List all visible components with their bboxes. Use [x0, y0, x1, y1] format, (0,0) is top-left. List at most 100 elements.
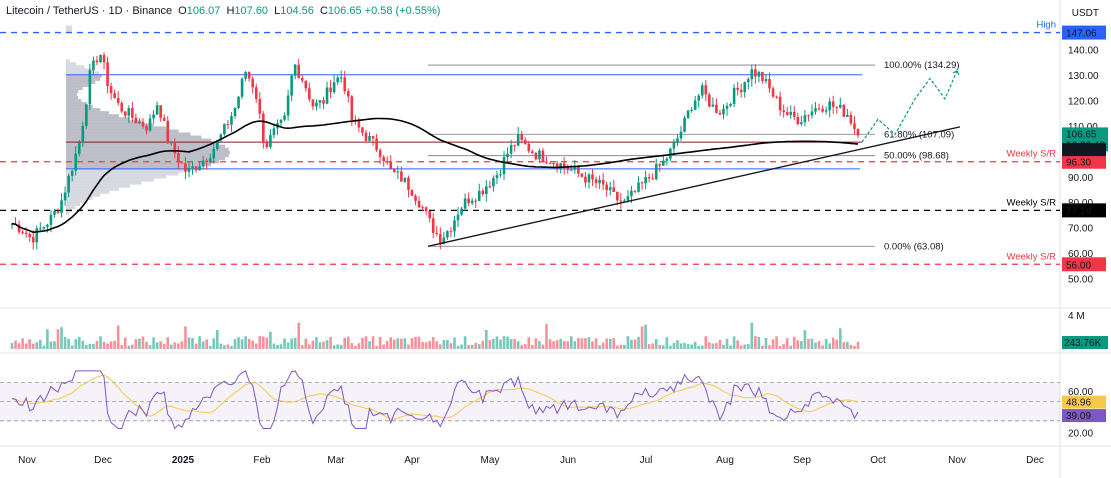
volume-bar — [686, 344, 690, 349]
level-label: High — [1036, 20, 1056, 31]
volume-profile-bar — [66, 187, 120, 191]
volume-bar — [746, 344, 750, 349]
volume-bar — [414, 336, 417, 349]
candle-body — [85, 104, 88, 126]
volume-bar — [123, 337, 127, 349]
volume-bar — [286, 342, 290, 349]
volume-bar — [502, 336, 506, 349]
candle-body — [690, 109, 693, 111]
candle-body — [233, 107, 237, 117]
candle-body — [350, 96, 354, 120]
volume-bar — [647, 344, 651, 349]
candle-body — [269, 135, 272, 147]
candle-body — [672, 142, 676, 149]
volume-profile-bar — [66, 68, 93, 72]
volume-bar — [771, 339, 775, 349]
volume-bar — [233, 339, 237, 349]
candle-body — [145, 126, 148, 131]
volume-bar — [10, 343, 14, 349]
candle-body — [587, 174, 591, 183]
volume-bar — [258, 336, 262, 349]
volume-bar — [757, 336, 761, 349]
volume-profile-bar — [66, 190, 110, 194]
volume-value-box — [1062, 336, 1108, 349]
candle-body — [286, 95, 290, 116]
candle-body — [700, 85, 704, 96]
candle-body — [109, 86, 113, 94]
candle-body — [839, 104, 842, 108]
candle-body — [662, 160, 665, 166]
price-tick: 140.00 — [1068, 46, 1099, 57]
volume-bar — [223, 345, 226, 349]
candle-body — [223, 123, 226, 135]
volume-bar — [785, 338, 789, 349]
candle-body — [683, 117, 686, 132]
volume-bar — [81, 340, 85, 349]
candle-body — [523, 140, 527, 144]
candle-body — [410, 189, 414, 196]
volume-bar — [28, 339, 31, 349]
volume-profile-bar — [66, 95, 79, 100]
candle-body — [177, 153, 180, 163]
volume-bar — [74, 339, 78, 349]
volume-bar — [315, 337, 318, 349]
volume-profile-bar — [66, 175, 167, 179]
volume-bar — [477, 344, 481, 349]
volume-profile-bar — [66, 65, 85, 69]
low-label: L — [274, 5, 281, 17]
candle-body — [534, 152, 538, 160]
volume-bar — [279, 344, 283, 349]
volume-bar — [265, 337, 269, 349]
candle-body — [460, 208, 463, 215]
candle-body — [477, 190, 481, 201]
volume-bar — [70, 345, 74, 349]
candle-body — [527, 143, 531, 152]
volume-bar — [824, 338, 828, 349]
candle-body — [644, 177, 647, 184]
volume-bar — [669, 345, 672, 349]
volume-bar — [764, 337, 768, 349]
candle-body — [552, 163, 555, 165]
candle-body — [481, 190, 485, 195]
volume-bar — [839, 328, 842, 349]
volume-bar — [739, 345, 743, 349]
volume-profile-bar — [66, 117, 130, 121]
rsi-tick: 20.00 — [1068, 428, 1093, 439]
candle-body — [382, 156, 385, 162]
candle-body — [711, 104, 715, 107]
volume-bar — [67, 338, 70, 349]
volume-bar — [531, 344, 534, 349]
volume-bar — [332, 345, 336, 349]
volume-bar — [495, 336, 499, 349]
volume-bar — [14, 340, 17, 349]
volume-bar — [601, 342, 605, 349]
volume-tick: 4 M — [1068, 311, 1085, 322]
candle-body — [81, 125, 85, 143]
volume-bar — [807, 338, 810, 349]
price-axis-box-text: 56.00 — [1066, 260, 1091, 271]
candle-body — [400, 171, 403, 182]
candle-body — [509, 145, 513, 154]
volume-bar — [704, 336, 708, 349]
candle-body — [138, 121, 141, 124]
volume-bar — [396, 338, 400, 349]
volume-bar — [403, 338, 407, 349]
rsi-tick: 60.00 — [1068, 387, 1093, 398]
candle-body — [729, 104, 732, 106]
change-value: +0.58 (+0.55%) — [364, 5, 441, 17]
volume-bar — [318, 342, 322, 349]
price-axis-box-text: 96.30 — [1066, 158, 1091, 169]
volume-bar — [683, 342, 686, 349]
rsi-ma-text: 48.96 — [1066, 398, 1091, 409]
candle-body — [63, 192, 67, 201]
candle-body — [474, 200, 478, 202]
volume-bar — [633, 339, 637, 349]
candle-body — [247, 71, 251, 79]
volume-bar — [95, 340, 99, 349]
candle-body — [594, 179, 598, 184]
candle-body — [619, 200, 623, 202]
candle-body — [679, 131, 683, 139]
volume-bar — [679, 343, 683, 349]
candle-body — [166, 120, 170, 144]
